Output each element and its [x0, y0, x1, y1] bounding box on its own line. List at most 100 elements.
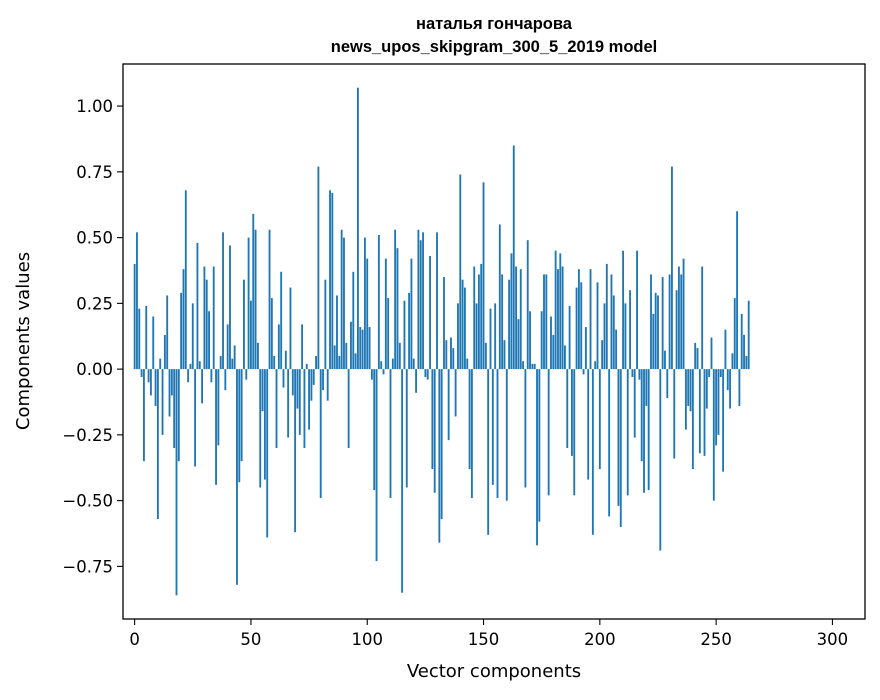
bar-component-206 [612, 295, 615, 370]
bar-component-119 [410, 258, 413, 370]
bar-component-48 [245, 369, 248, 380]
bar-component-251 [717, 369, 720, 435]
bar-component-28 [198, 361, 201, 370]
bar-component-229 [666, 369, 669, 399]
bar-component-9 [154, 369, 157, 406]
bar-component-38 [222, 232, 224, 370]
y-tick-label: 1.00 [76, 97, 113, 116]
bar-component-47 [243, 279, 245, 370]
bar-component-32 [208, 311, 210, 370]
bar-component-66 [287, 369, 290, 438]
bar-component-148 [477, 274, 480, 370]
bar-component-96 [357, 87, 359, 370]
bar-component-79 [317, 166, 320, 370]
bar-component-128 [431, 369, 434, 470]
bar-component-23 [187, 369, 190, 383]
bar-component-120 [412, 358, 415, 370]
bar-component-163 [512, 145, 515, 370]
bar-component-106 [380, 361, 383, 370]
bar-component-72 [301, 324, 304, 370]
bar-component-202 [603, 303, 606, 370]
bar-component-52 [254, 229, 257, 370]
bar-component-21 [182, 269, 185, 370]
bar-component-184 [561, 266, 564, 370]
bar-component-105 [377, 234, 380, 370]
bar-component-165 [517, 319, 520, 370]
bar-component-94 [352, 271, 355, 370]
bar-component-5 [145, 305, 148, 370]
bar-component-100 [366, 258, 369, 370]
bar-component-152 [487, 369, 490, 535]
bar-component-185 [564, 345, 566, 370]
bar-component-126 [426, 369, 429, 380]
bar-component-192 [580, 282, 583, 370]
bar-component-247 [708, 369, 711, 378]
bar-component-253 [722, 369, 725, 472]
bar-component-121 [415, 369, 418, 393]
bar-component-169 [526, 240, 529, 370]
bar-component-186 [566, 369, 569, 449]
bar-component-207 [615, 329, 618, 370]
bar-component-109 [387, 298, 390, 370]
bar-component-93 [350, 321, 352, 370]
bar-component-122 [417, 229, 420, 370]
bar-component-70 [296, 369, 299, 409]
bar-component-112 [394, 229, 397, 370]
bar-component-16 [170, 369, 173, 396]
bar-component-240 [691, 369, 694, 470]
bar-component-180 [552, 334, 555, 370]
bar-component-167 [522, 361, 524, 370]
bar-component-137 [452, 348, 455, 370]
bar-component-261 [740, 313, 743, 370]
bar-component-217 [638, 369, 641, 380]
bar-component-102 [370, 369, 373, 380]
bar-component-68 [291, 369, 294, 396]
bar-component-116 [403, 300, 406, 370]
bar-component-117 [405, 369, 408, 488]
bar-component-49 [247, 237, 250, 370]
bar-component-51 [252, 213, 255, 370]
bar-component-181 [554, 250, 557, 370]
y-axis-label: Components values [13, 252, 34, 430]
bar-component-263 [745, 355, 748, 370]
bar-component-162 [510, 253, 513, 370]
x-tick-label: 100 [351, 630, 383, 649]
bar-component-235 [680, 274, 683, 370]
bar-component-89 [340, 229, 343, 370]
bar-component-45 [238, 369, 241, 483]
bar-component-198 [594, 361, 597, 370]
bar-component-140 [459, 174, 462, 370]
x-tick-label: 50 [240, 630, 261, 649]
bar-component-255 [726, 369, 729, 391]
x-tick-label: 250 [700, 630, 732, 649]
bar-component-54 [259, 369, 262, 488]
bar-component-10 [156, 369, 159, 520]
bar-component-104 [375, 369, 378, 562]
bar-component-86 [333, 345, 336, 370]
bar-component-87 [336, 295, 338, 370]
bar-component-26 [194, 369, 197, 467]
bar-component-139 [457, 303, 459, 370]
bar-component-11 [159, 358, 162, 370]
bar-component-174 [538, 369, 541, 522]
bar-component-43 [233, 345, 236, 370]
bar-component-31 [205, 279, 208, 370]
bar-component-158 [501, 274, 504, 370]
bar-component-13 [163, 334, 166, 370]
bar-component-155 [494, 303, 497, 370]
bar-component-60 [273, 355, 276, 370]
bar-component-151 [484, 342, 487, 370]
bar-component-135 [447, 369, 450, 441]
bar-component-201 [601, 340, 604, 370]
bar-component-209 [619, 369, 622, 527]
bar-component-146 [473, 266, 476, 370]
bar-component-2 [138, 308, 141, 370]
bar-component-195 [587, 369, 590, 480]
bar-component-177 [545, 274, 548, 370]
bar-component-212 [626, 369, 629, 496]
bar-component-88 [338, 355, 341, 370]
bar-component-211 [624, 303, 627, 370]
bar-component-237 [684, 369, 687, 430]
bar-component-183 [559, 253, 562, 370]
bar-component-132 [440, 369, 443, 520]
